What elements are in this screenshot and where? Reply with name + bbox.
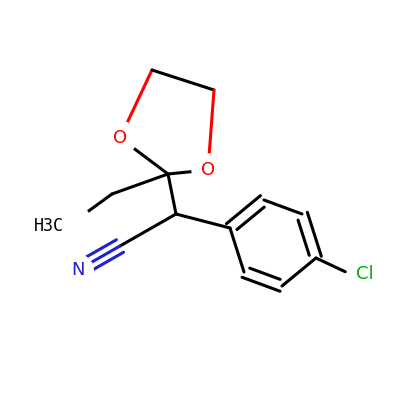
Circle shape [192,154,224,186]
Circle shape [63,255,93,285]
Circle shape [103,121,137,155]
Circle shape [44,202,92,250]
Text: Cl: Cl [356,265,374,283]
Text: H3C: H3C [34,217,64,235]
Text: O: O [113,129,127,147]
Text: O: O [201,161,215,179]
Text: N: N [71,261,85,279]
